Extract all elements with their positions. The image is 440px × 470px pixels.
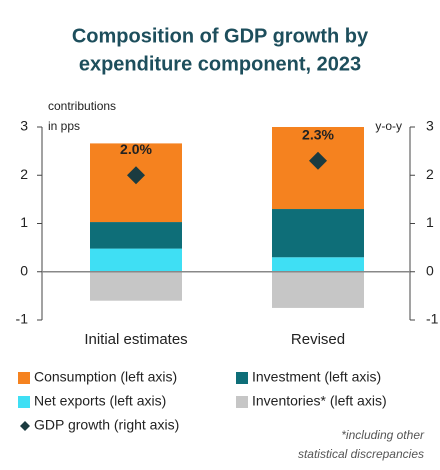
y2-tick-label: -1 — [426, 311, 439, 327]
y-tick-label: 2 — [20, 166, 28, 182]
marker — [127, 166, 145, 185]
bar-segment — [272, 257, 364, 272]
y2-tick-label: 2 — [426, 166, 434, 182]
data-label: 2.3% — [302, 126, 334, 142]
bar-segment — [90, 222, 182, 249]
bar-segment — [90, 248, 182, 272]
legend-label: Investment (left axis) — [252, 369, 381, 385]
y-tick-label: -1 — [16, 311, 29, 327]
legend-swatch — [18, 372, 30, 384]
legend-label: Net exports (left axis) — [34, 393, 166, 409]
y-tick-label: 0 — [20, 262, 28, 278]
footnote: *including other — [341, 428, 425, 442]
marker — [309, 151, 327, 170]
legend-swatch — [236, 396, 248, 408]
y2-tick-label: 0 — [426, 262, 434, 278]
x-tick-label: Initial estimates — [84, 331, 187, 348]
y2-tick-label: 3 — [426, 118, 434, 134]
legend-marker — [20, 421, 30, 431]
legend-label: GDP growth (right axis) — [34, 417, 179, 433]
y-axis-label: in pps — [48, 119, 80, 133]
y2-axis-label: y-o-y — [375, 119, 402, 133]
legend-label: Inventories* (left axis) — [252, 393, 387, 409]
y-axis-label: contributions — [48, 99, 116, 113]
bar-segment — [90, 271, 182, 301]
bar-segment — [272, 271, 364, 308]
footnote: statistical discrepancies — [298, 447, 424, 461]
chart-title: Composition of GDP growth by — [72, 25, 369, 47]
chart-title: expenditure component, 2023 — [79, 53, 361, 75]
legend-swatch — [18, 396, 30, 408]
legend-label: Consumption (left axis) — [34, 369, 177, 385]
data-label: 2.0% — [120, 141, 152, 157]
y-tick-label: 3 — [20, 118, 28, 134]
y2-tick-label: 1 — [426, 214, 434, 230]
legend-swatch — [236, 372, 248, 384]
bar-segment — [272, 209, 364, 258]
y-tick-label: 1 — [20, 214, 28, 230]
x-tick-label: Revised — [291, 331, 345, 348]
